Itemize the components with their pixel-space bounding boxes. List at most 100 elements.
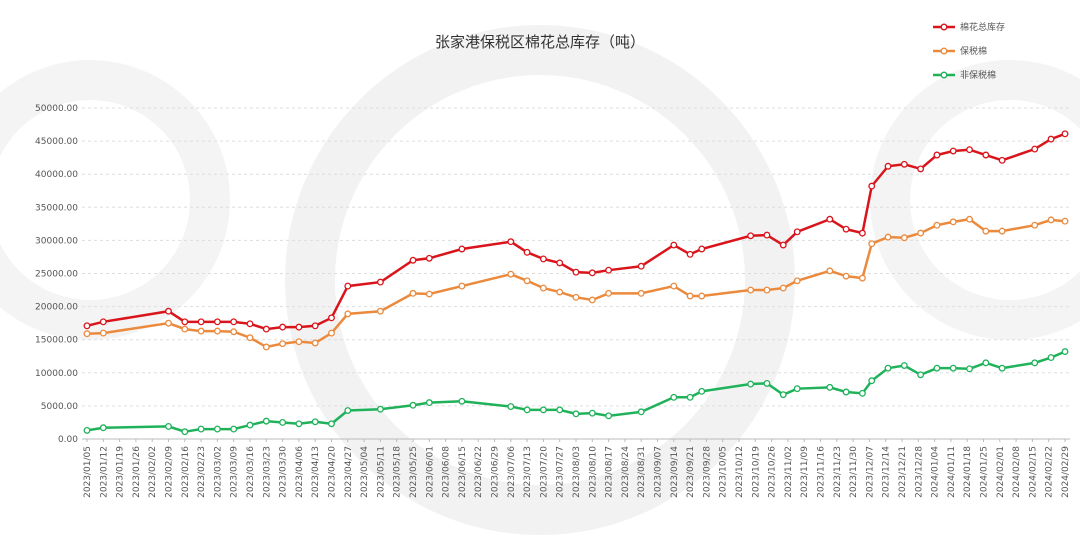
y-tick-label: 15000.00 [35,336,78,346]
point [670,393,678,401]
y-tick-label: 45000.00 [35,137,78,147]
point [311,418,319,426]
x-tick-label: 2023/06/29 [491,446,501,498]
point [779,391,787,399]
point [1031,145,1039,153]
point [1047,354,1055,362]
y-tick-label: 0.00 [58,435,78,445]
y-tick-label: 40000.00 [35,170,78,180]
point [556,288,564,296]
point [507,270,515,278]
y-tick-label: 5000.00 [41,402,78,412]
point [165,319,172,327]
point [884,364,892,372]
point [99,424,107,432]
y-tick-label: 10000.00 [35,369,78,379]
point [917,371,925,379]
point [279,323,287,331]
point [686,393,694,401]
point [523,277,531,285]
point [83,322,91,330]
x-tick-label: 2024/02/22 [1045,446,1055,498]
x-tick-label: 2024/02/08 [1012,446,1022,498]
x-tick-label: 2023/06/01 [425,446,435,498]
point [311,322,319,330]
point [637,408,645,416]
point [213,327,221,335]
point [83,330,91,338]
point [328,314,335,322]
point [344,282,352,290]
point [779,284,787,292]
x-tick-label: 2023/11/23 [833,446,843,498]
point [793,385,801,393]
point [181,318,189,326]
point [295,338,303,346]
point [458,397,466,405]
x-tick-label: 2023/01/26 [132,446,142,498]
x-tick-label: 2023/11/30 [849,446,859,498]
point [246,320,254,328]
point [637,289,645,297]
x-tick-label: 2023/04/20 [328,446,338,498]
point [793,228,801,236]
point [605,289,613,297]
point [376,307,384,315]
point [670,241,678,249]
x-tick-label: 2023/12/14 [882,446,892,498]
point [556,406,564,414]
x-tick-label: 2023/05/18 [393,446,403,498]
point [826,267,834,275]
point [1031,359,1039,367]
legend-label: 非保税棉 [960,69,996,81]
point [982,359,990,367]
x-tick-label: 2023/09/28 [702,446,712,498]
x-tick-label: 2023/07/20 [539,446,549,498]
x-tick-label: 2023/03/23 [262,446,272,498]
x-tick-label: 2023/02/23 [197,446,207,498]
point [425,254,433,262]
point [328,329,335,337]
point [213,425,221,433]
point [376,405,384,413]
point [698,245,706,253]
x-tick-label: 2023/01/05 [83,446,93,498]
point [884,233,892,241]
x-tick-label: 2023/11/09 [800,446,810,498]
point [458,282,466,290]
x-tick-label: 2023/11/16 [817,446,827,498]
point [826,215,834,223]
point [507,238,515,246]
x-tick-label: 2024/01/25 [980,446,990,498]
point [763,286,771,294]
point [670,282,678,290]
point [572,410,580,418]
point [900,362,908,369]
point [523,406,531,414]
point [262,325,270,333]
point [949,147,957,155]
point [998,156,1006,164]
legend-marker [940,71,948,79]
point [588,269,596,277]
point [197,318,205,326]
x-tick-label: 2023/08/24 [621,446,631,498]
x-tick-label: 2023/08/03 [572,446,582,498]
x-tick-label: 2024/01/04 [931,446,941,498]
point [230,328,238,336]
point [409,401,417,409]
x-tick-label: 2023/08/17 [605,446,615,498]
point [868,240,876,248]
x-tick-label: 2023/09/14 [670,446,680,498]
point [344,310,352,318]
point [1061,217,1069,225]
x-tick-label: 2023/02/02 [148,446,158,498]
point [747,286,755,294]
point [917,165,925,173]
x-tick-label: 2023/08/31 [637,446,647,498]
x-tick-label: 2023/07/13 [523,446,533,498]
point [539,255,547,263]
point [933,364,941,372]
x-tick-label: 2023/09/21 [686,446,696,498]
point [507,403,515,411]
